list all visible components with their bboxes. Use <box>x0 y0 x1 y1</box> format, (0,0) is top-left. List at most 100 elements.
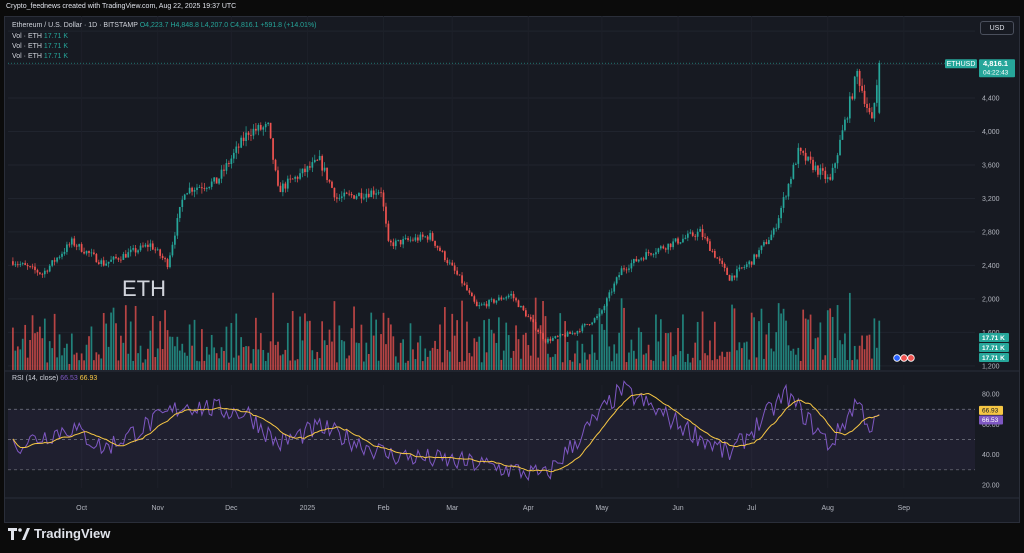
vol-legend-1: Vol · ETH 17.71 K <box>12 33 68 40</box>
candle-body <box>154 249 157 251</box>
volume-bar <box>871 358 873 370</box>
volume-bar <box>632 350 635 370</box>
candle-body <box>232 152 235 159</box>
candle-body <box>637 259 640 262</box>
candle-body <box>426 236 429 240</box>
volume-bar <box>301 340 304 370</box>
candle-body <box>120 259 122 261</box>
volume-bar <box>120 335 122 370</box>
candle-body <box>90 252 93 254</box>
volume-bar <box>601 324 603 370</box>
volume-bar <box>704 353 706 370</box>
volume-bar <box>426 356 429 370</box>
volume-bar <box>547 353 549 370</box>
volume-bar <box>144 359 147 370</box>
volume-bar <box>767 323 770 370</box>
volume-bar <box>564 321 566 370</box>
candle-body <box>498 297 500 301</box>
candle-body <box>650 253 652 255</box>
candle-body <box>630 263 633 269</box>
volume-bar <box>635 358 638 370</box>
candle-body <box>699 229 701 232</box>
volume-bar <box>394 356 397 370</box>
candle-body <box>390 240 392 243</box>
time-tick-label: Jun <box>672 505 683 512</box>
candle-body <box>367 193 370 198</box>
candle-body <box>142 245 144 247</box>
candle-body <box>53 260 56 262</box>
volume-bar <box>809 314 812 370</box>
volume-bar <box>790 350 792 370</box>
candle-body <box>21 263 24 265</box>
candle-body <box>193 190 196 192</box>
candle-body <box>446 260 449 264</box>
price-tick-label: 3,600 <box>982 162 1000 169</box>
volume-bar <box>856 359 859 370</box>
candle-body <box>794 163 797 165</box>
candle-body <box>311 162 314 168</box>
rsi-tag-text: 66.53 <box>982 417 999 424</box>
volume-bar <box>672 356 674 370</box>
volume-bar <box>655 314 657 370</box>
candle-body <box>780 207 782 219</box>
candle-body <box>829 177 832 180</box>
candle-body <box>797 147 800 164</box>
volume-bar <box>326 345 328 370</box>
candle-body <box>480 304 483 306</box>
volume-bar <box>12 327 14 370</box>
volume-bar <box>29 339 31 370</box>
candle-body <box>453 265 456 271</box>
candle-body <box>588 324 591 325</box>
volume-bar <box>51 348 54 370</box>
volume-bar <box>186 355 189 370</box>
currency-button[interactable]: USD <box>980 21 1014 35</box>
volume-bar <box>858 345 861 370</box>
volume-bar <box>637 327 640 370</box>
volume-bar <box>399 342 402 370</box>
candle-body <box>760 245 763 251</box>
candle-body <box>213 177 216 182</box>
volume-bar <box>839 340 841 370</box>
volume-bar <box>640 332 643 370</box>
candle-body <box>355 196 358 199</box>
volume-bar <box>115 323 117 370</box>
candle-body <box>301 168 304 174</box>
candle-body <box>505 297 508 299</box>
candle-body <box>75 245 78 247</box>
candle-body <box>529 317 532 320</box>
volume-bar <box>807 319 809 370</box>
candle-body <box>171 244 174 256</box>
volume-bar <box>488 318 490 370</box>
candle-body <box>642 258 645 260</box>
candle-body <box>510 293 512 296</box>
volume-bar <box>274 344 277 370</box>
volume-bar <box>250 363 252 370</box>
volume-bar <box>313 359 316 370</box>
volume-bar <box>311 350 314 370</box>
volume-bar <box>75 352 78 370</box>
volume-bar <box>551 356 554 370</box>
volume-bar <box>191 345 193 370</box>
candle-body <box>159 249 162 256</box>
volume-bar <box>377 360 380 370</box>
candle-body <box>230 158 233 165</box>
volume-bar <box>286 322 289 370</box>
candle-body <box>755 254 758 257</box>
tradingview-logo[interactable]: TradingView <box>8 526 110 541</box>
candle-body <box>635 258 638 262</box>
candle-body <box>706 237 709 242</box>
volume-bar <box>14 350 17 370</box>
candle-body <box>259 124 262 130</box>
volume-bar <box>294 360 297 370</box>
volume-bar <box>429 350 432 370</box>
candle-body <box>340 196 343 198</box>
candle-body <box>475 301 478 307</box>
volume-bar <box>493 333 495 370</box>
volume-bar <box>608 346 611 370</box>
volume-bar <box>799 360 802 370</box>
vol-label: Vol · ETH <box>12 43 42 50</box>
volume-bar <box>444 307 446 370</box>
rsi-tag-bg <box>979 415 1003 425</box>
time-tick-label: May <box>595 505 609 512</box>
